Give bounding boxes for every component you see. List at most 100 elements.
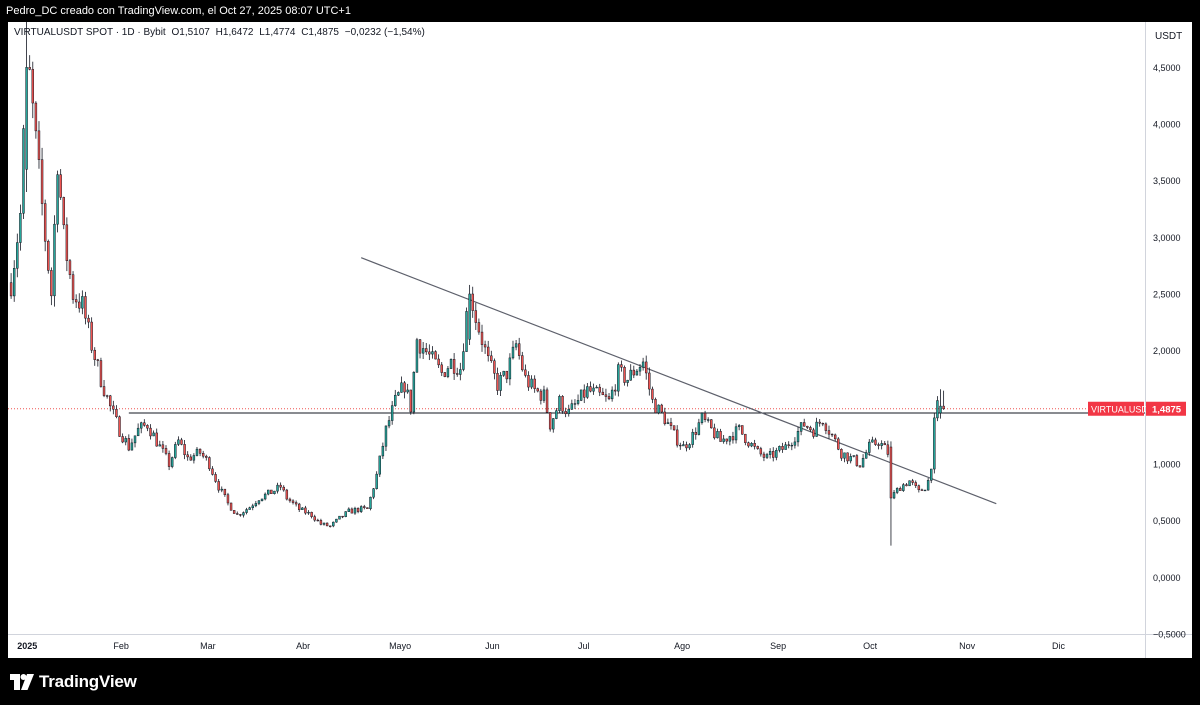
candle-down: [363, 506, 366, 508]
candle-down: [325, 522, 329, 527]
candle-up: [930, 468, 933, 481]
candle-down: [521, 355, 524, 371]
candle-up: [552, 418, 555, 430]
candle-down: [96, 359, 100, 361]
candle-down: [285, 489, 289, 500]
candle-up: [369, 496, 372, 509]
candle-up: [195, 448, 199, 456]
candle-down: [437, 358, 440, 366]
candle-up: [626, 379, 629, 383]
candle-down: [539, 390, 543, 401]
x-tick-label: Abr: [296, 641, 310, 651]
candle-up: [446, 368, 450, 377]
candle-up: [16, 242, 19, 269]
candle-up: [152, 432, 155, 437]
candle-down: [490, 355, 493, 362]
candle-down: [830, 433, 834, 436]
candle-down: [679, 444, 682, 447]
candle-up: [307, 511, 310, 514]
candle-down: [294, 502, 298, 505]
y-tick-label: −0,5000: [1153, 630, 1186, 640]
candle-down: [226, 494, 230, 504]
candle-up: [242, 512, 245, 516]
candle-down: [598, 386, 601, 393]
candle-down: [186, 454, 189, 458]
candle-down: [99, 360, 103, 387]
candle-down: [583, 389, 586, 398]
candle-up: [245, 509, 248, 513]
candle-up: [765, 454, 769, 458]
candle-up: [260, 498, 264, 501]
candle-down: [589, 386, 592, 392]
candle-down: [84, 296, 87, 319]
candle-down: [703, 412, 707, 420]
candle-down: [149, 427, 152, 437]
candle-down: [456, 373, 459, 375]
footer-bar: TradingView: [0, 658, 1200, 705]
candle-up: [864, 452, 868, 459]
candle-up: [136, 427, 140, 437]
candle-up: [706, 419, 710, 421]
tradingview-logo[interactable]: TradingView: [10, 672, 137, 692]
candle-up: [332, 521, 335, 527]
candle-up: [53, 223, 56, 297]
candle-down: [753, 443, 756, 447]
candle-up: [338, 515, 341, 520]
candle-up: [192, 455, 196, 461]
candle-down: [288, 498, 292, 502]
candle-down: [713, 427, 716, 439]
candle-down: [548, 412, 552, 430]
y-tick-label: 0,0000: [1153, 573, 1181, 583]
x-tick-label: Feb: [113, 641, 129, 651]
candle-down: [341, 515, 344, 518]
candle-down: [741, 425, 744, 435]
candle-up: [691, 431, 694, 445]
candle-down: [545, 389, 549, 413]
candle-up: [868, 441, 871, 453]
candle-down: [105, 395, 109, 397]
candlestick-chart[interactable]: USDT 4,5000 4,0000 3,5000 3,0000 2,5000 2,0000…: [8, 22, 1192, 658]
tradingview-logo-icon: [10, 674, 34, 690]
candle-up: [908, 480, 911, 487]
candle-down: [146, 425, 149, 429]
candle-up: [263, 493, 267, 500]
candle-down: [694, 431, 697, 435]
candle-down: [477, 322, 481, 333]
candle-up: [750, 443, 753, 447]
candle-down: [480, 331, 484, 345]
last-price-label: 1,4875: [1152, 404, 1182, 415]
candle-down: [756, 446, 759, 449]
candle-down: [59, 174, 62, 198]
candle-down: [121, 436, 124, 443]
legend-high: H1,6472: [215, 27, 254, 38]
candle-down: [874, 439, 877, 445]
candle-up: [511, 346, 515, 359]
candle-up: [530, 378, 533, 388]
candle-up: [124, 438, 127, 443]
candle-up: [381, 445, 385, 457]
candle-up: [248, 507, 251, 510]
candle-down: [675, 429, 679, 446]
candle-down: [833, 434, 837, 440]
candle-up: [22, 128, 25, 214]
candle-up: [508, 357, 512, 380]
candle-up: [728, 436, 732, 442]
candle-up: [254, 503, 258, 507]
candle-up: [375, 473, 378, 489]
candle-up: [734, 426, 738, 441]
candle-down: [601, 391, 605, 396]
candle-down: [356, 507, 360, 512]
candle-down: [418, 339, 422, 354]
candle-down: [452, 359, 456, 374]
candle-down: [561, 396, 564, 412]
candle-down: [744, 433, 747, 443]
candle-down: [762, 453, 766, 458]
candle-down: [167, 453, 171, 467]
candle-up: [394, 394, 397, 406]
candle-down: [672, 425, 676, 431]
candle-up: [465, 311, 468, 352]
candle-down: [298, 503, 301, 510]
y-tick-label: 3,5000: [1153, 176, 1181, 186]
candle-down: [279, 484, 282, 488]
candle-down: [911, 480, 914, 483]
